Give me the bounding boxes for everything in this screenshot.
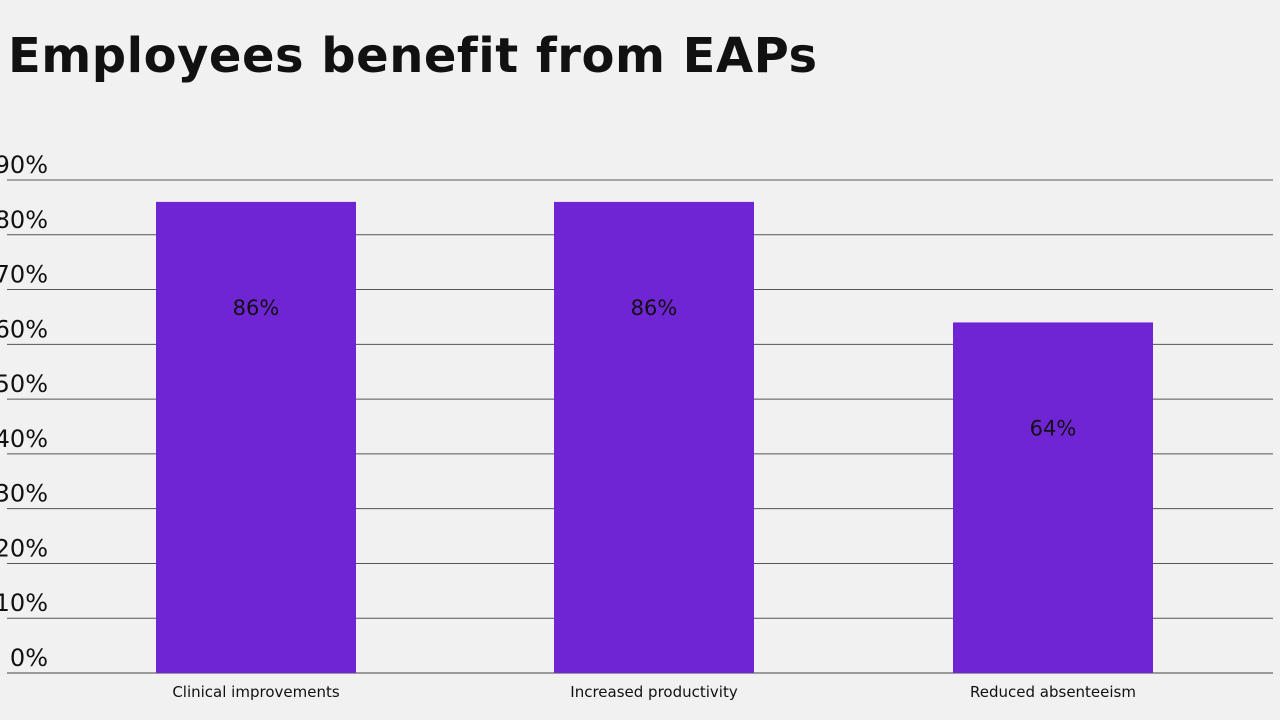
bar [156, 201, 356, 673]
y-tick-label: 0% [10, 644, 48, 672]
y-tick-label: 70% [0, 261, 48, 289]
y-tick-label: 60% [0, 315, 48, 343]
x-tick-label: Increased productivity [570, 683, 738, 701]
x-tick-label: Clinical improvements [172, 683, 340, 701]
bar [953, 322, 1153, 673]
y-tick-label: 40% [0, 425, 48, 453]
data-label: 86% [631, 296, 678, 320]
y-tick-label: 20% [0, 534, 48, 562]
y-tick-label: 10% [0, 589, 48, 617]
bar [554, 201, 754, 673]
x-tick-label: Reduced absenteeism [970, 683, 1136, 701]
data-label: 86% [233, 296, 280, 320]
y-tick-label: 80% [0, 206, 48, 234]
y-tick-label: 90% [0, 151, 48, 179]
y-tick-label: 30% [0, 480, 48, 508]
data-label: 64% [1030, 416, 1077, 440]
chart-title: Employees benefit from EAPs [8, 28, 818, 84]
y-tick-label: 50% [0, 370, 48, 398]
